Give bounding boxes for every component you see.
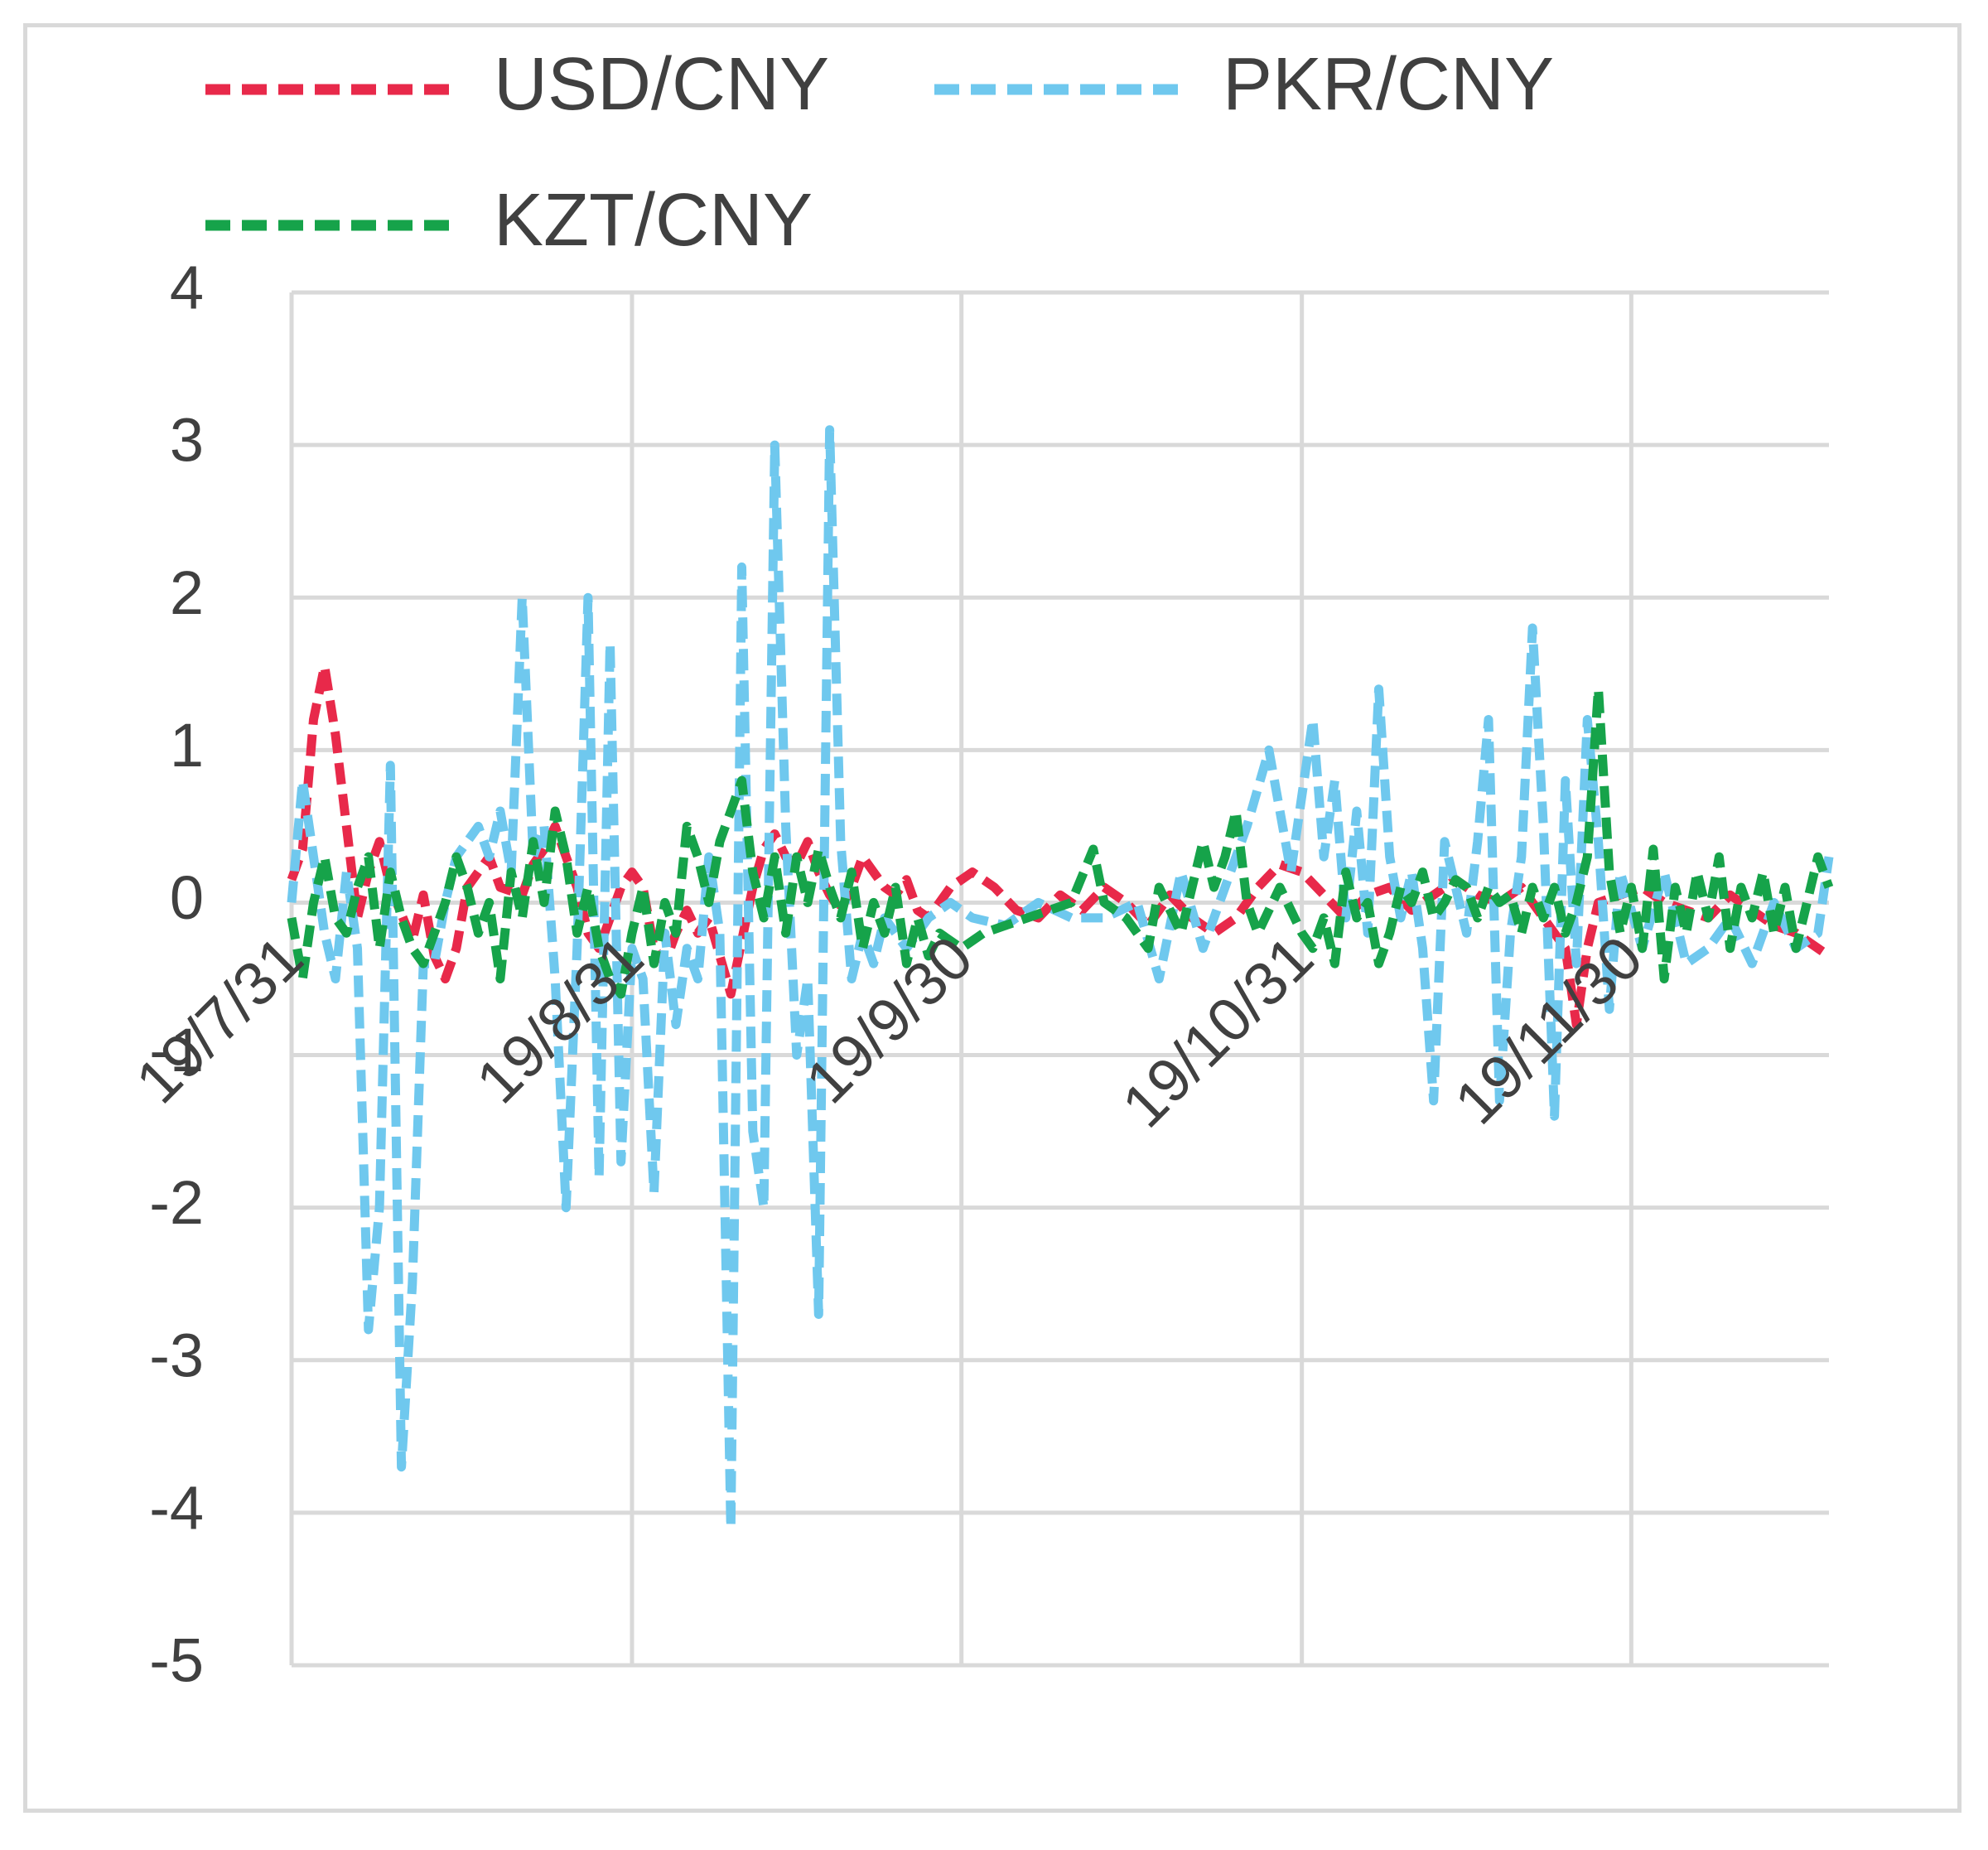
legend-item-kzt-cny: KZT/CNY [205, 179, 813, 262]
series-line-kzt-cny [287, 684, 1834, 999]
y-tick-label: 1 [170, 711, 204, 780]
y-tick-label: -3 [149, 1321, 204, 1389]
x-tick-label: 19/10/31 [1109, 923, 1326, 1140]
y-tick-label: 0 [170, 863, 204, 932]
y-tick-label: 2 [170, 558, 204, 627]
legend-label: USD/CNY [494, 43, 829, 126]
y-tick-label: -5 [149, 1626, 204, 1695]
y-axis-tick-labels: 4 3 2 1 0 -1 -2 -3 -4 -5 [149, 254, 204, 1695]
grid-lines [289, 290, 1829, 1668]
y-tick-label: 4 [170, 254, 204, 322]
y-tick-label: -1 [149, 1016, 204, 1084]
legend-label: PKR/CNY [1223, 43, 1554, 126]
x-tick-label: 19/11/30 [1441, 923, 1655, 1137]
y-tick-label: -4 [149, 1473, 204, 1542]
legend-label: KZT/CNY [494, 179, 813, 262]
y-tick-label: -2 [149, 1168, 204, 1237]
series-lines [287, 425, 1834, 1533]
y-tick-label: 3 [170, 406, 204, 475]
legend-item-usd-cny: USD/CNY [205, 43, 829, 126]
series-line-pkr-cny [287, 425, 1834, 1533]
legend-item-pkr-cny: PKR/CNY [934, 43, 1554, 126]
legend: USD/CNY PKR/CNY KZT/CNY [205, 43, 1554, 262]
